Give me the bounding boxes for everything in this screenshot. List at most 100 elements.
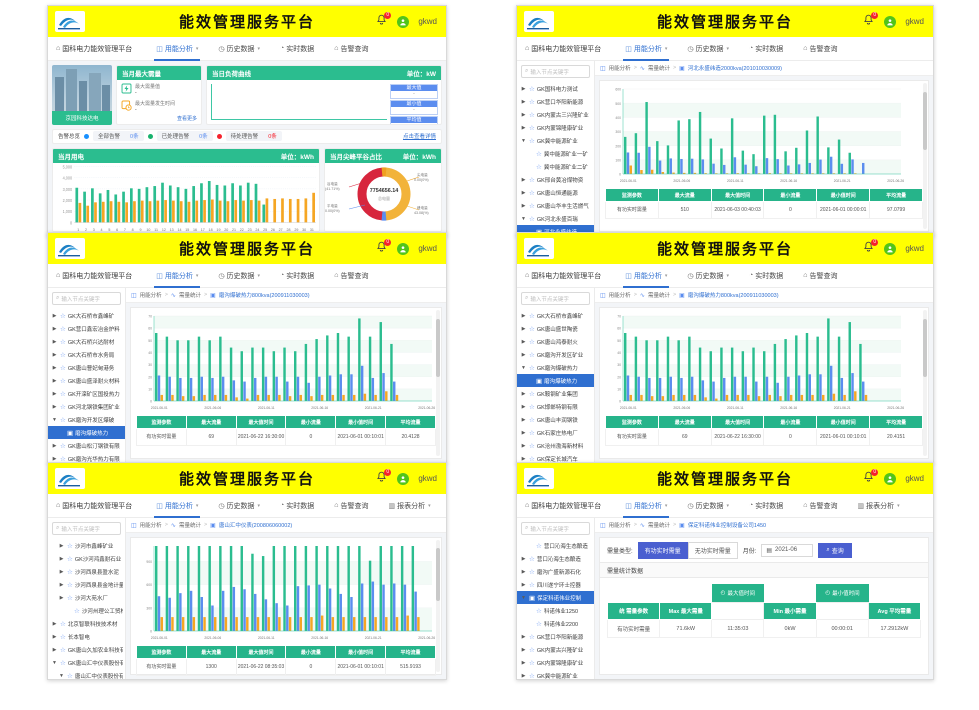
chevron-down-icon[interactable]: ▼ bbox=[521, 137, 526, 144]
tree-node[interactable]: ▶ ☆ GK沙河鸿鑫耐石业 bbox=[48, 552, 125, 565]
tree-node[interactable]: ▶ ☆ GK唐山恒通能源 bbox=[517, 186, 594, 199]
nav-item-usage-analysis[interactable]: ◫ 用能分析 ▾ bbox=[146, 264, 208, 288]
alarm-pill-pending[interactable]: 待处理告警 0条 bbox=[225, 131, 282, 142]
nav-item-realtime-data[interactable]: ◔ 实时数据 bbox=[270, 37, 324, 60]
chevron-right-icon[interactable]: ▶ bbox=[521, 429, 526, 436]
nav-home[interactable]: ⌂ 国科电力能效管理平台 bbox=[56, 494, 146, 517]
nav-item-history-data[interactable]: ◷ 历史数据 ▾ bbox=[208, 494, 270, 517]
user-avatar-icon[interactable] bbox=[397, 242, 410, 255]
breadcrumb-root[interactable]: 用能分析 bbox=[608, 293, 631, 299]
node-search-input[interactable]: ⌕ 输入节点关键字 bbox=[521, 65, 590, 78]
nav-item-usage-analysis[interactable]: ◫ 用能分析 ▾ bbox=[615, 264, 677, 288]
chevron-right-icon[interactable]: ▶ bbox=[521, 581, 526, 588]
chevron-right-icon[interactable]: ▶ bbox=[521, 659, 526, 666]
chevron-right-icon[interactable]: ▶ bbox=[52, 442, 57, 449]
tree-node[interactable]: ▶ ☆ GK邢台黄冶煤物资 bbox=[517, 173, 594, 186]
tree-node[interactable]: ▶ ☆ GK冀中能源矿业 bbox=[517, 669, 594, 680]
tree-node[interactable]: ▶ ☆ GK唐山华丰生活燃气 bbox=[517, 199, 594, 212]
chevron-down-icon[interactable]: ▼ bbox=[521, 215, 526, 222]
nav-item-report-analysis[interactable]: ▥ 报表分析 ▾ bbox=[847, 494, 909, 517]
user-avatar-icon[interactable] bbox=[884, 15, 897, 28]
segment-active-power-demand[interactable]: 有功实时需量 bbox=[637, 541, 688, 559]
breadcrumb-second[interactable]: 需量统计 bbox=[178, 293, 201, 299]
chevron-right-icon[interactable]: ▶ bbox=[52, 351, 57, 358]
breadcrumb-second[interactable]: 需量统计 bbox=[647, 523, 670, 529]
chevron-down-icon[interactable]: ▼ bbox=[52, 659, 57, 666]
tree-node[interactable]: ▶ ▣ 磨沟爆破热力 bbox=[48, 426, 125, 439]
tree-node[interactable]: ▶ ☆ GK内蒙锦隆康矿业 bbox=[517, 656, 594, 669]
tree-node[interactable]: ▶ ☆ 长本智电 bbox=[48, 630, 125, 643]
chevron-right-icon[interactable]: ▶ bbox=[52, 312, 57, 319]
chevron-right-icon[interactable]: ▶ bbox=[521, 390, 526, 397]
chevron-right-icon[interactable]: ▶ bbox=[52, 455, 57, 462]
user-avatar-icon[interactable] bbox=[397, 472, 410, 485]
tree-node[interactable]: ▶ ☆ GK唐山盛世陶瓷 bbox=[517, 322, 594, 335]
nav-item-usage-analysis[interactable]: ◫ 用能分析 ▾ bbox=[146, 37, 208, 61]
vertical-scrollbar[interactable] bbox=[435, 310, 440, 456]
alarm-pill-handled[interactable]: 已处理告警 0条 bbox=[156, 131, 213, 142]
chevron-right-icon[interactable]: ▶ bbox=[521, 85, 526, 92]
tree-node[interactable]: ▶ ☆ 科诺伟业2200 bbox=[517, 617, 594, 630]
chevron-right-icon[interactable]: ▶ bbox=[521, 416, 526, 423]
notification-bell[interactable]: 0 bbox=[862, 239, 879, 256]
chevron-right-icon[interactable]: ▶ bbox=[521, 124, 526, 131]
breadcrumb-root[interactable]: 用能分析 bbox=[608, 523, 631, 529]
tree-node[interactable]: ▼ ☆ GK唐山汇中仪表股份有限 bbox=[48, 656, 125, 669]
tree-node[interactable]: ▼ ▣ 保定科诺伟业控制 bbox=[517, 591, 594, 604]
tree-node[interactable]: ▼ ☆ GK冀中能源矿业 bbox=[517, 134, 594, 147]
notification-bell[interactable]: 0 bbox=[375, 469, 392, 486]
chevron-right-icon[interactable]: ▶ bbox=[52, 403, 57, 410]
nav-item-alarm-query[interactable]: ⌂ 告警查询 bbox=[793, 37, 847, 60]
breadcrumb-node[interactable]: 磨沟爆破热力800kva(200911030003) bbox=[218, 293, 310, 299]
notification-bell[interactable]: 0 bbox=[862, 12, 879, 29]
tree-node[interactable]: ▶ ☆ GK鞍钢矿业集团 bbox=[517, 387, 594, 400]
tree-node[interactable]: ▶ ☆ GK河北钢铁集团矿业 bbox=[48, 400, 125, 413]
chevron-right-icon[interactable]: ▶ bbox=[52, 620, 57, 627]
tree-node[interactable]: ▶ ☆ 沙河州理公工贸材 bbox=[48, 604, 125, 617]
chevron-right-icon[interactable]: ▶ bbox=[521, 176, 526, 183]
chevron-right-icon[interactable]: ▶ bbox=[52, 633, 57, 640]
tree-node[interactable]: ▶ ☆ 沙河市鑫峰矿业 bbox=[48, 539, 125, 552]
nav-home[interactable]: ⌂ 国科电力能效管理平台 bbox=[525, 264, 615, 287]
tree-node[interactable]: ▶ ☆ 冀中能源矿业一矿 bbox=[517, 147, 594, 160]
tree-node[interactable]: ▶ ☆ 沙河西泉县金地计量 bbox=[48, 578, 125, 591]
notification-bell[interactable]: 0 bbox=[375, 239, 392, 256]
breadcrumb-node[interactable]: 磨沟爆破热力800kva(200911030003) bbox=[687, 293, 779, 299]
query-button[interactable]: ⌕ 查询 bbox=[818, 542, 852, 558]
tree-node[interactable]: ▶ ☆ GK磨沟开发区矿业 bbox=[517, 348, 594, 361]
breadcrumb-second[interactable]: 需量统计 bbox=[178, 523, 201, 529]
node-search-input[interactable]: ⌕ 输入节点关键字 bbox=[52, 522, 121, 535]
tree-node[interactable]: ▶ ☆ GK营口鑫宏冶金炉料 bbox=[48, 322, 125, 335]
tree-node[interactable]: ▼ ☆ 唐山汇中仪表股份有限 bbox=[48, 669, 125, 680]
nav-home[interactable]: ⌂ 国科电力能效管理平台 bbox=[525, 37, 615, 60]
view-more-link[interactable]: 查看更多 bbox=[176, 115, 197, 122]
nav-item-alarm-query[interactable]: ⌂ 告警查询 bbox=[324, 494, 378, 517]
chevron-right-icon[interactable]: ▶ bbox=[521, 325, 526, 332]
vertical-scrollbar[interactable] bbox=[923, 310, 927, 456]
chevron-right-icon[interactable]: ▶ bbox=[59, 568, 64, 575]
chevron-right-icon[interactable]: ▶ bbox=[521, 312, 526, 319]
segment-reactive-power-demand[interactable]: 无功实时需量 bbox=[687, 541, 738, 559]
chevron-right-icon[interactable]: ▶ bbox=[59, 542, 64, 549]
node-search-input[interactable]: ⌕ 输入节点关键字 bbox=[521, 522, 590, 535]
tree-node[interactable]: ▶ ☆ GK大石桥市鑫峰矿 bbox=[517, 309, 594, 322]
vertical-scrollbar[interactable] bbox=[435, 540, 440, 672]
notification-bell[interactable]: 0 bbox=[862, 469, 879, 486]
chevron-down-icon[interactable]: ▼ bbox=[521, 594, 526, 601]
chevron-right-icon[interactable]: ▶ bbox=[52, 364, 57, 371]
chevron-right-icon[interactable]: ▶ bbox=[59, 581, 64, 588]
tree-node[interactable]: ▶ ☆ 沙河西泉县盈水泥 bbox=[48, 565, 125, 578]
vertical-scrollbar[interactable] bbox=[923, 83, 927, 229]
tree-node[interactable]: ▶ ☆ GK石家庄热电厂 bbox=[517, 426, 594, 439]
tree-node[interactable]: ▼ ☆ GK磨沟爆破热力 bbox=[517, 361, 594, 374]
tree-node[interactable]: ▶ ☆ GK磨沟光华热力有限 bbox=[48, 452, 125, 463]
chevron-right-icon[interactable]: ▶ bbox=[52, 325, 57, 332]
nav-item-usage-analysis[interactable]: ◫ 用能分析 ▾ bbox=[615, 494, 677, 518]
nav-item-alarm-query[interactable]: ⌂ 告警查询 bbox=[793, 264, 847, 287]
tree-node[interactable]: ▶ ☆ 冀中能源矿业二矿 bbox=[517, 160, 594, 173]
nav-home[interactable]: ⌂ 国科电力能效管理平台 bbox=[525, 494, 615, 517]
nav-item-history-data[interactable]: ◷ 历史数据 ▾ bbox=[208, 264, 270, 287]
tree-node[interactable]: ▶ ☆ GK保定长城汽车 bbox=[517, 452, 594, 463]
user-avatar-icon[interactable] bbox=[397, 15, 410, 28]
chevron-right-icon[interactable]: ▶ bbox=[521, 455, 526, 462]
